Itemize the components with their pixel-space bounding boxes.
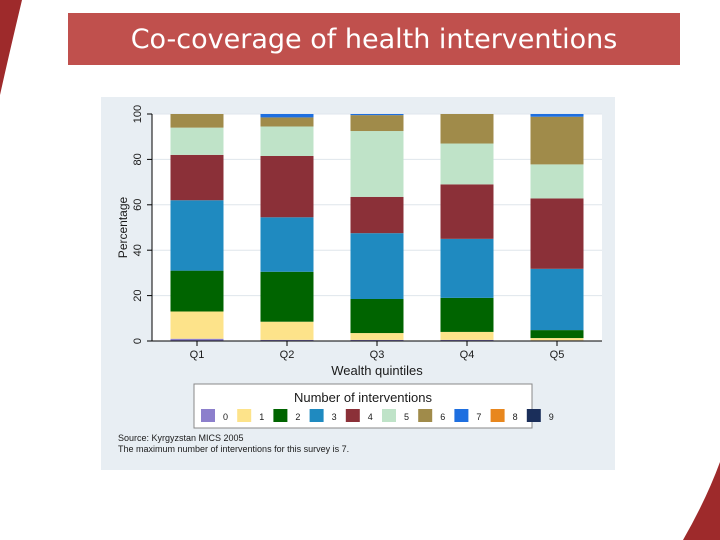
bar-segment-q2-0 [260,339,314,341]
legend-label-6: 6 [440,412,445,422]
legend-label-2: 2 [295,412,300,422]
bar-segment-q3-5 [350,131,404,197]
bar-segment-q1-4 [170,154,224,201]
x-tick-label: Q3 [370,349,385,361]
x-tick-label: Q4 [460,349,475,361]
bar-segment-q2-7 [260,114,314,118]
x-tick-label: Q1 [190,349,205,361]
bar-segment-q2-6 [260,117,314,127]
bar-segment-q1-2 [170,270,224,312]
bar-segment-q3-0 [350,339,404,341]
legend-swatch-3 [309,409,324,422]
bar-segment-q1-6 [170,114,224,128]
legend-swatch-2 [273,409,288,422]
bar-segment-q1-3 [170,200,224,271]
bar-segment-q4-5 [440,143,494,185]
legend-title: Number of interventions [294,390,433,405]
bar-segment-q3-4 [350,196,404,234]
bar-segment-q3-7 [350,114,404,116]
bar-segment-q5-2 [530,330,584,339]
bar-segment-q4-4 [440,184,494,239]
slide-title: Co-coverage of health interventions [130,23,618,55]
legend-swatch-8 [490,409,505,422]
legend-swatch-0 [201,409,215,422]
y-tick-label: 0 [132,338,144,344]
legend-swatch-1 [237,409,252,422]
bar-segment-q5-7 [530,114,584,117]
bar-segment-q3-2 [350,299,404,334]
bar-segment-q3-1 [350,333,404,340]
legend-label-9: 9 [549,412,554,422]
legend-label-0: 0 [223,412,228,422]
source-note: Source: Kyrgyzstan MICS 2005 [118,433,244,443]
slide-title-bar: Co-coverage of health interventions [68,13,680,65]
bar-segment-q3-6 [350,115,404,132]
y-tick-label: 100 [132,105,144,123]
x-tick-label: Q2 [280,349,295,361]
bar-segment-q5-4 [530,198,584,269]
legend-swatch-4 [345,409,360,422]
legend-label-8: 8 [513,412,518,422]
y-tick-label: 80 [132,153,144,165]
bar-segment-q2-2 [260,271,314,322]
bar-segment-q2-4 [260,155,314,218]
legend-label-7: 7 [476,412,481,422]
bar-segment-q4-6 [440,114,494,144]
y-axis-label: Percentage [116,196,130,258]
legend-label-1: 1 [259,412,264,422]
legend-swatch-7 [454,409,469,422]
x-axis-label: Wealth quintiles [331,363,423,378]
max-interventions-note: The maximum number of interventions for … [118,444,349,454]
bar-segment-q3-3 [350,233,404,300]
legend-swatch-9 [526,409,541,422]
bar-segment-q4-2 [440,297,494,332]
bar-segment-q1-5 [170,127,224,155]
bar-segment-q1-1 [170,311,224,339]
bar-segment-q2-5 [260,126,314,156]
bottom-right-corner-swoosh [683,462,720,540]
top-left-corner-swoosh [0,0,22,95]
bar-segment-q1-0 [170,338,224,341]
legend-label-4: 4 [368,412,373,422]
bar-segment-q5-6 [530,116,584,165]
y-tick-label: 20 [132,289,144,301]
bar-segment-q2-1 [260,321,314,340]
bar-segment-q5-5 [530,164,584,199]
bar-segment-q5-3 [530,268,584,331]
bar-segment-q4-1 [440,331,494,340]
chart-panel: 0 20 40 60 80 100 Q1 Q2 Q3 Q4 Q5 Percentage Wealt… [101,97,615,470]
legend-swatch-6 [418,409,433,422]
bar-segment-q4-3 [440,238,494,298]
legend-label-3: 3 [332,412,337,422]
bar-segment-q5-1 [530,338,584,341]
legend-label-5: 5 [404,412,409,422]
x-tick-label: Q5 [550,349,565,361]
legend-swatch-5 [382,409,396,422]
y-tick-label: 60 [132,199,144,211]
bar-segment-q2-3 [260,217,314,272]
bar-segment-q4-0 [440,339,494,341]
y-tick-label: 40 [132,244,144,256]
